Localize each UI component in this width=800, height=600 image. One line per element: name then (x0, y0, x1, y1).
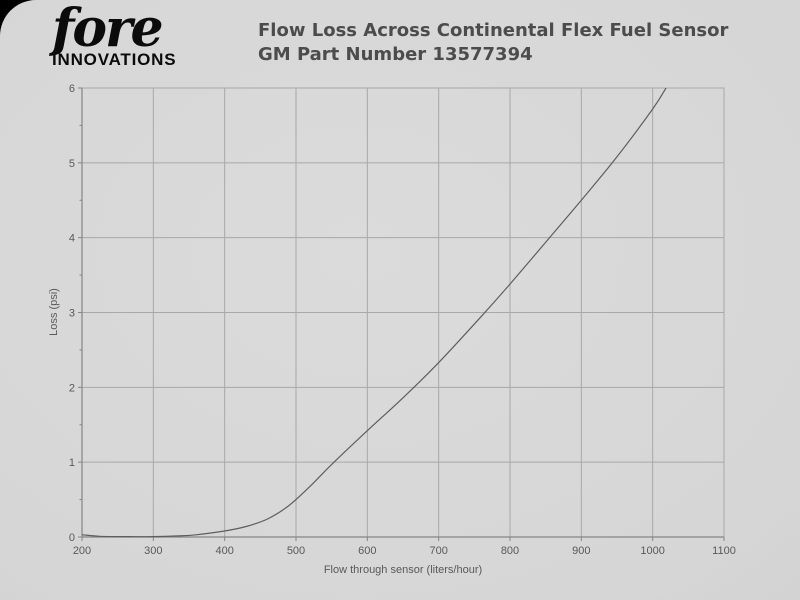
flow-loss-curve (82, 88, 667, 538)
x-tick-label: 900 (572, 545, 590, 557)
tick-labels: 200 300 400 500 600 700 800 900 1000 1100 0 1 2 3 4 5 6 (69, 83, 736, 557)
y-tick-label: 4 (69, 233, 75, 245)
gridlines (82, 87, 725, 537)
y-tick-label: 5 (69, 158, 75, 170)
x-tick-label: 500 (287, 545, 305, 557)
logo-brand-text: fore (52, 0, 164, 59)
x-tick-label: 1100 (712, 545, 736, 557)
chart-title-line1: Flow Loss Across Continental Flex Fuel S… (258, 20, 729, 41)
y-axis-title: Loss (psi) (48, 288, 60, 336)
chart-title: Flow Loss Across Continental Flex Fuel S… (258, 19, 728, 67)
x-tick-label: 300 (144, 545, 162, 557)
x-tick-label: 200 (73, 545, 91, 557)
flow-loss-series-path (82, 88, 667, 538)
fore-innovations-logo: fore INNOVATIONS (52, 0, 177, 69)
x-tick-label: 1000 (640, 545, 664, 557)
y-tick-label: 1 (69, 457, 75, 469)
x-tick-label: 700 (429, 545, 447, 557)
axis-ticks (78, 87, 725, 541)
y-tick-label: 3 (69, 308, 75, 320)
y-tick-label: 0 (69, 532, 75, 544)
chart-title-line2: GM Part Number 13577394 (258, 44, 533, 65)
x-tick-label: 800 (501, 545, 519, 557)
y-tick-label: 6 (69, 83, 75, 95)
x-tick-label: 600 (358, 545, 376, 557)
x-tick-label: 400 (215, 545, 233, 557)
logo-subtext: INNOVATIONS (52, 50, 177, 69)
y-tick-label: 2 (69, 382, 75, 394)
x-axis-title: Flow through sensor (liters/hour) (324, 564, 482, 576)
